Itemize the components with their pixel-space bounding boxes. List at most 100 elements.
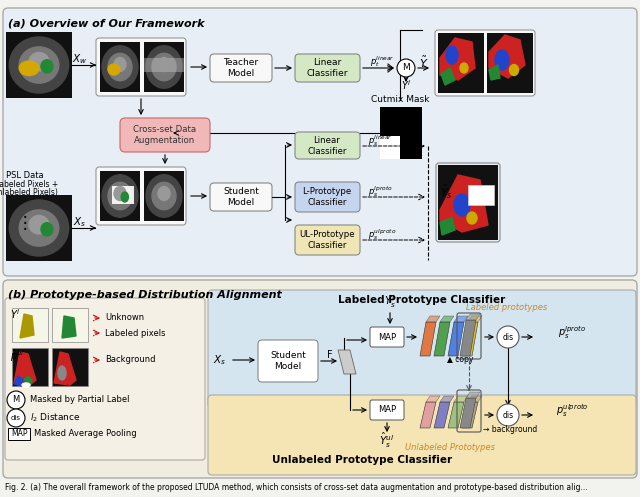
- Polygon shape: [440, 396, 454, 402]
- Text: Unlabeled Pixels): Unlabeled Pixels): [0, 187, 58, 196]
- Ellipse shape: [19, 61, 39, 76]
- Text: Teacher
Model: Teacher Model: [223, 58, 259, 78]
- Bar: [468, 185, 494, 205]
- Polygon shape: [420, 322, 436, 356]
- Text: (b) Prototype-based Distribution Alignment: (b) Prototype-based Distribution Alignme…: [8, 290, 282, 300]
- Polygon shape: [440, 218, 455, 235]
- Text: (Labeled Pixels +: (Labeled Pixels +: [0, 179, 58, 188]
- Text: $Y^l$: $Y^l$: [401, 78, 412, 92]
- Ellipse shape: [102, 46, 138, 88]
- Text: $X_s$: $X_s$: [213, 353, 227, 367]
- Ellipse shape: [19, 210, 59, 246]
- Ellipse shape: [102, 175, 138, 217]
- Text: ⋮: ⋮: [17, 214, 33, 232]
- Polygon shape: [454, 396, 468, 402]
- Text: dis: dis: [502, 411, 513, 419]
- Ellipse shape: [10, 200, 68, 256]
- Text: Labeled Prototype Classifier: Labeled Prototype Classifier: [339, 295, 506, 305]
- Bar: [6, 195, 72, 261]
- Ellipse shape: [454, 194, 470, 216]
- FancyBboxPatch shape: [258, 340, 318, 382]
- Text: MAP: MAP: [378, 406, 396, 414]
- FancyBboxPatch shape: [295, 182, 360, 212]
- FancyBboxPatch shape: [295, 54, 360, 82]
- Text: Student
Model: Student Model: [223, 187, 259, 207]
- Polygon shape: [441, 68, 455, 85]
- Text: $\hat{Y}_s$: $\hat{Y}_s$: [440, 183, 452, 201]
- Bar: [487, 33, 533, 93]
- Text: Fig. 2. (a) The overall framework of the proposed LTUDA method, which consists o: Fig. 2. (a) The overall framework of the…: [5, 483, 588, 492]
- Text: $Y^l$: $Y^l$: [10, 307, 20, 321]
- FancyBboxPatch shape: [210, 54, 272, 82]
- Bar: [438, 165, 498, 240]
- Circle shape: [497, 326, 519, 348]
- Ellipse shape: [509, 65, 518, 76]
- Polygon shape: [454, 316, 468, 322]
- Polygon shape: [462, 322, 478, 356]
- Ellipse shape: [108, 53, 132, 81]
- Polygon shape: [20, 314, 34, 338]
- Polygon shape: [426, 396, 440, 402]
- Text: F: F: [327, 350, 333, 360]
- FancyBboxPatch shape: [210, 183, 272, 211]
- Ellipse shape: [152, 53, 176, 81]
- Polygon shape: [460, 320, 476, 356]
- FancyBboxPatch shape: [295, 132, 360, 159]
- Polygon shape: [448, 402, 464, 428]
- Bar: [144, 42, 184, 92]
- Polygon shape: [466, 314, 480, 320]
- Polygon shape: [14, 376, 24, 386]
- Text: dis: dis: [11, 415, 21, 421]
- Ellipse shape: [114, 58, 126, 72]
- Ellipse shape: [29, 216, 49, 234]
- Polygon shape: [468, 396, 482, 402]
- Ellipse shape: [158, 58, 170, 72]
- Polygon shape: [448, 322, 464, 356]
- Text: Masked Average Pooling: Masked Average Pooling: [34, 429, 136, 438]
- Bar: [438, 33, 484, 93]
- Text: L-Prototype
Classifier: L-Prototype Classifier: [302, 187, 351, 207]
- Polygon shape: [460, 398, 476, 428]
- Text: Unknown: Unknown: [105, 314, 144, 323]
- Polygon shape: [14, 352, 36, 385]
- Ellipse shape: [19, 47, 59, 83]
- FancyBboxPatch shape: [435, 30, 535, 96]
- Bar: [144, 58, 184, 72]
- Polygon shape: [468, 316, 482, 322]
- Text: Unlabeled Prototype Classifier: Unlabeled Prototype Classifier: [272, 455, 452, 465]
- FancyBboxPatch shape: [295, 225, 360, 255]
- Ellipse shape: [467, 212, 477, 224]
- Ellipse shape: [121, 192, 129, 202]
- Polygon shape: [338, 350, 356, 374]
- Ellipse shape: [58, 366, 66, 380]
- Bar: [52, 308, 88, 342]
- Text: $X_w$: $X_w$: [72, 52, 88, 66]
- Circle shape: [7, 391, 25, 409]
- Text: $p_t^{linear}$: $p_t^{linear}$: [370, 55, 395, 70]
- Text: $p_s^{ulproto}$: $p_s^{ulproto}$: [556, 403, 588, 419]
- Ellipse shape: [152, 182, 176, 210]
- FancyBboxPatch shape: [120, 118, 210, 152]
- FancyBboxPatch shape: [3, 8, 637, 276]
- Bar: [112, 186, 134, 204]
- Text: Student
Model: Student Model: [270, 351, 306, 371]
- Polygon shape: [434, 402, 450, 428]
- Circle shape: [397, 59, 415, 77]
- Polygon shape: [434, 322, 450, 356]
- Bar: [380, 136, 400, 159]
- Ellipse shape: [495, 50, 509, 70]
- Bar: [52, 348, 88, 386]
- Bar: [144, 171, 184, 221]
- Ellipse shape: [108, 182, 132, 210]
- Ellipse shape: [108, 64, 120, 75]
- Polygon shape: [54, 352, 76, 385]
- Ellipse shape: [41, 223, 53, 236]
- Polygon shape: [420, 402, 436, 428]
- Ellipse shape: [22, 383, 30, 387]
- Polygon shape: [440, 175, 488, 232]
- Text: $\hat{Y}_s^{ul}$: $\hat{Y}_s^{ul}$: [380, 430, 394, 450]
- Text: → background: → background: [483, 425, 537, 434]
- Ellipse shape: [146, 175, 182, 217]
- Text: Cutmix Mask: Cutmix Mask: [371, 95, 429, 104]
- Text: $p_s^{ulproto}$: $p_s^{ulproto}$: [368, 228, 396, 243]
